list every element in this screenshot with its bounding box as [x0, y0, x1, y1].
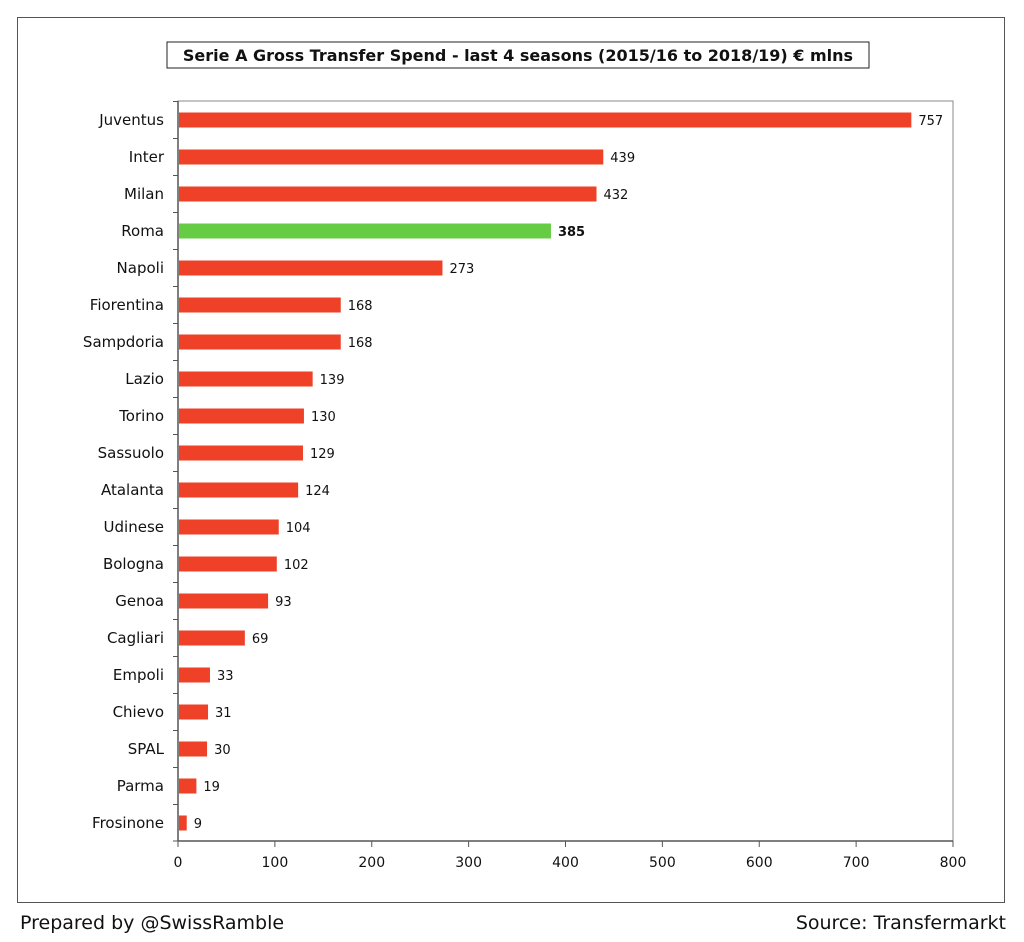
- bar-chart: Serie A Gross Transfer Spend - last 4 se…: [83, 41, 966, 871]
- category-label-sampdoria: Sampdoria: [83, 333, 164, 351]
- x-tick-label-100: 100: [262, 855, 289, 871]
- value-label-spal: 30: [214, 743, 231, 758]
- value-label-milan: 432: [604, 188, 629, 203]
- value-label-empoli: 33: [217, 669, 234, 684]
- bar-torino: [179, 408, 304, 424]
- bar-inter: [179, 149, 604, 165]
- bar-juventus: [179, 112, 912, 128]
- category-label-cagliari: Cagliari: [107, 629, 164, 647]
- x-tick-label-200: 200: [358, 855, 385, 871]
- bar-milan: [179, 186, 597, 202]
- bar-spal: [179, 741, 208, 757]
- bar-fiorentina: [179, 297, 341, 313]
- category-labels: Juventus Inter Milan Roma Napoli Fiorentina Sa…: [83, 111, 165, 832]
- value-label-napoli: 273: [449, 262, 474, 277]
- value-label-chievo: 31: [215, 706, 232, 721]
- value-label-bologna: 102: [284, 558, 309, 573]
- bar-empoli: [179, 667, 210, 683]
- category-label-napoli: Napoli: [117, 259, 164, 277]
- value-label-parma: 19: [203, 780, 220, 795]
- chart-title: Serie A Gross Transfer Spend - last 4 se…: [183, 46, 853, 65]
- category-label-bologna: Bologna: [103, 555, 164, 573]
- category-label-roma: Roma: [121, 222, 164, 240]
- x-tick-label-700: 700: [843, 855, 870, 871]
- category-label-inter: Inter: [129, 148, 165, 166]
- category-label-udinese: Udinese: [104, 518, 164, 536]
- bar-frosinone: [179, 815, 187, 831]
- axes-group: 0 100 200 300 400 500 600 700 800: [173, 101, 966, 871]
- prepared-by-credit: Prepared by @SwissRamble: [20, 912, 285, 934]
- value-label-sassuolo: 129: [310, 447, 335, 462]
- value-label-genoa: 93: [275, 595, 292, 610]
- category-label-atalanta: Atalanta: [101, 481, 164, 499]
- x-tick-label-800: 800: [940, 855, 967, 871]
- bar-sassuolo: [179, 445, 303, 461]
- category-label-parma: Parma: [117, 777, 164, 795]
- bar-napoli: [179, 260, 443, 276]
- chart-title-box: Serie A Gross Transfer Spend - last 4 se…: [166, 41, 870, 69]
- value-label-cagliari: 69: [252, 632, 269, 647]
- category-label-genoa: Genoa: [115, 592, 164, 610]
- bar-chievo: [179, 704, 209, 720]
- value-label-udinese: 104: [286, 521, 311, 536]
- category-label-milan: Milan: [124, 185, 164, 203]
- bar-bologna: [179, 556, 277, 572]
- value-label-roma: 385: [558, 225, 585, 240]
- value-label-atalanta: 124: [305, 484, 330, 499]
- x-tick-label-500: 500: [649, 855, 676, 871]
- x-tick-label-400: 400: [552, 855, 579, 871]
- x-tick-label-300: 300: [455, 855, 482, 871]
- category-label-frosinone: Frosinone: [92, 814, 164, 832]
- value-label-fiorentina: 168: [348, 299, 373, 314]
- value-label-frosinone: 9: [194, 817, 202, 832]
- bars-group: [179, 112, 912, 831]
- value-label-juventus: 757: [918, 114, 943, 129]
- category-label-fiorentina: Fiorentina: [90, 296, 164, 314]
- bar-genoa: [179, 593, 269, 609]
- x-tick-label-0: 0: [174, 855, 183, 871]
- value-label-torino: 130: [311, 410, 336, 425]
- bar-sampdoria: [179, 334, 341, 350]
- source-credit: Source: Transfermarkt: [795, 912, 1006, 934]
- category-label-empoli: Empoli: [113, 666, 164, 684]
- category-label-torino: Torino: [118, 407, 164, 425]
- bar-udinese: [179, 519, 279, 535]
- plot-area: [177, 100, 954, 842]
- bar-roma: [179, 223, 551, 239]
- bar-parma: [179, 778, 197, 794]
- category-label-sassuolo: Sassuolo: [98, 444, 164, 462]
- value-label-lazio: 139: [320, 373, 345, 388]
- category-label-juventus: Juventus: [98, 111, 164, 129]
- category-label-spal: SPAL: [128, 740, 165, 758]
- bar-atalanta: [179, 482, 299, 498]
- value-label-inter: 439: [610, 151, 635, 166]
- bar-lazio: [179, 371, 313, 387]
- bar-cagliari: [179, 630, 245, 646]
- value-labels: 757 439 432 385 273 168 168 139 130 129 124 104 102 9…: [194, 114, 943, 832]
- value-label-sampdoria: 168: [348, 336, 373, 351]
- category-label-chievo: Chievo: [113, 703, 164, 721]
- x-tick-label-600: 600: [746, 855, 773, 871]
- category-label-lazio: Lazio: [125, 370, 164, 388]
